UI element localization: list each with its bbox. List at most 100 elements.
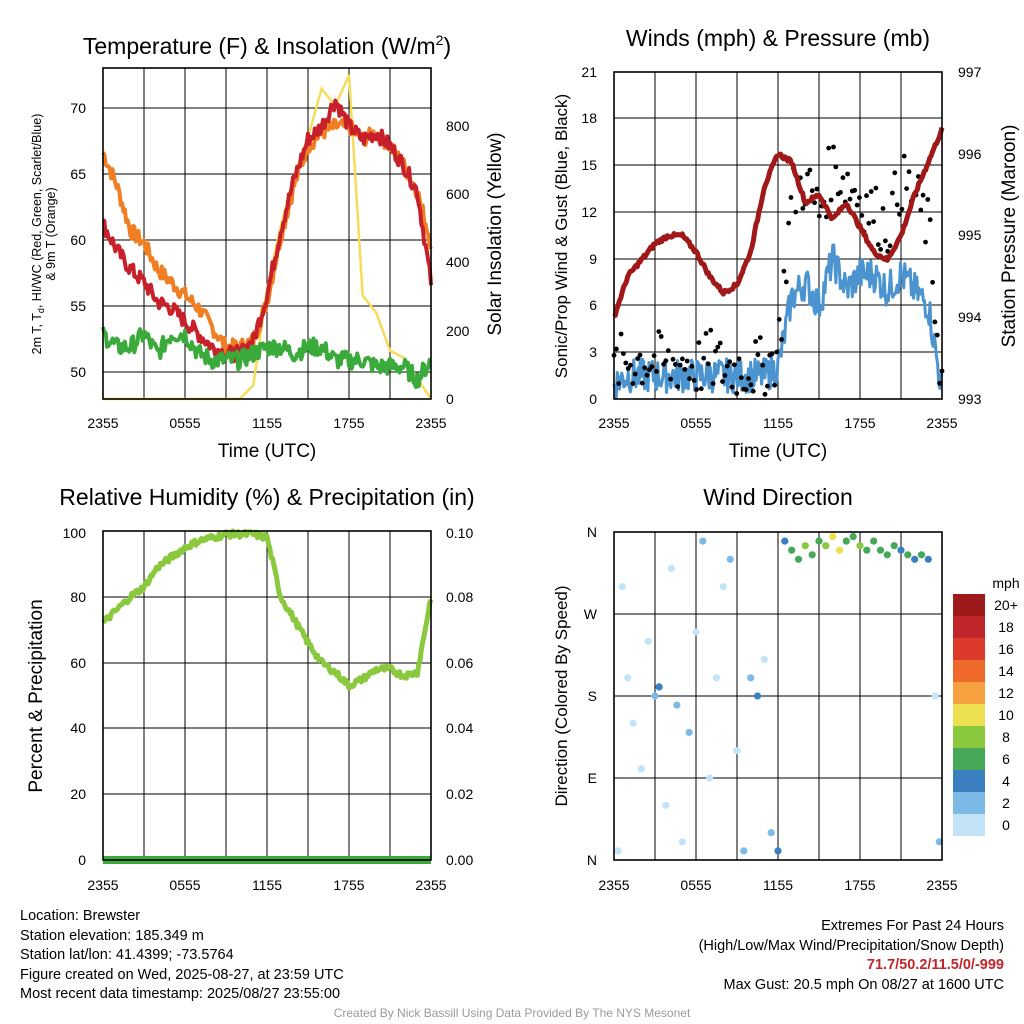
temperature-xlabel: Time (UTC) [218,441,317,462]
direction-point [662,801,670,809]
x-tick: 2355 [415,877,446,893]
direction-point [924,555,932,563]
direction-point [747,674,755,682]
solar-tick: 0 [446,391,454,407]
gust-point [812,200,817,206]
gust-point [828,197,834,203]
gust-point [906,169,912,175]
winds-frame [613,71,943,400]
winds-xlabel: Time (UTC) [729,441,828,462]
dir-tick: E [588,770,597,786]
gust-point [687,376,692,382]
solar-tick: 600 [446,186,470,202]
x-tick: 1755 [844,877,875,893]
legend-title: mph [992,575,1019,591]
x-tick: 0555 [169,415,200,431]
x-tick: 1155 [252,877,282,893]
legend-label: 0 [1002,817,1010,833]
direction-point [788,546,796,554]
gust-point [635,356,640,361]
winds-left-ticks: 0 3 6 9 12 15 18 21 [581,64,597,407]
extremes-values: 71.7/50.2/11.5/0/-999 [866,957,1004,974]
direction-point [904,551,912,559]
x-tick: 1155 [763,877,793,893]
gust-point [923,239,928,245]
direction-point [835,546,844,554]
gust-point [644,372,650,378]
legend-swatch [953,682,985,704]
temp-tick: 60 [70,232,86,248]
gust-point [873,185,879,191]
legend-swatch [953,594,985,616]
humidity-line [101,528,434,691]
direction-point [618,583,626,591]
dewpoint-line [101,326,432,389]
pressure-tick: 993 [958,391,982,407]
x-tick: 2355 [87,415,118,431]
direction-point [801,542,809,550]
gust-point [833,164,839,170]
legend-swatch [953,726,985,748]
x-tick: 2355 [598,415,629,431]
solar-ylabel: Solar Insolation (Yellow) [485,132,506,335]
gust-point [632,371,638,377]
gust-point [680,356,685,362]
gust-point [831,144,836,150]
direction-point [876,546,885,554]
gust-point [755,352,761,358]
gust-point [901,153,907,159]
legend-swatch [953,704,985,726]
pressure-tick: 997 [958,64,982,80]
gust-point [708,327,714,333]
gust-point [651,353,657,359]
direction-point [740,847,748,855]
gust-point [807,167,813,173]
gust-point [663,358,669,364]
gust-point [710,381,716,386]
temp-tick: 70 [70,100,86,116]
gust-point [701,355,707,361]
gust-point [684,358,690,364]
direction-point [624,674,632,682]
direction-point [849,533,857,541]
x-tick: 1755 [333,877,364,893]
direction-points [614,533,943,855]
gust-point [930,279,935,285]
direction-point [719,583,727,591]
latlon-text: Station lat/lon: 41.4399; -73.5764 [20,947,234,964]
humidity-title: Relative Humidity (%) & Precipitation (i… [59,484,474,510]
gust-point [793,209,799,215]
gust-point [661,361,666,367]
direction-point [829,533,837,541]
pressure-ylabel: Station Pressure (Maroon) [999,125,1020,348]
gust-point [927,217,933,223]
humidity-x-ticks: 2355 0555 1155 1755 2355 [87,877,446,893]
gust-point [762,391,768,397]
humidity-frame [102,530,432,861]
gust-point [750,388,756,394]
gust-point [729,384,735,390]
legend-label: 2 [1002,795,1010,811]
precip-tick: 0.04 [446,720,473,736]
gust-point [715,344,721,350]
gust-point [746,376,751,381]
svg-text:2m T, Td, HI/WC (Red, Green, S: 2m T, Td, HI/WC (Red, Green, Scarlet/Blu… [30,114,46,355]
x-tick: 2355 [415,415,446,431]
solar-tick: 800 [446,118,470,134]
winds-ylabel: Sonic/Prop Wind & Gust (Blue, Black) [552,94,571,378]
gust-point [642,365,648,371]
elevation-text: Station elevation: 185.349 m [20,927,204,944]
gust-point [691,378,697,383]
gust-point [883,238,888,244]
x-tick: 0555 [169,877,200,893]
gust-point [628,362,633,368]
gust-point [689,363,695,369]
gust-point [649,364,655,370]
direction-point [917,551,926,559]
x-tick: 0555 [680,415,711,431]
extremes-subtitle: (High/Low/Max Wind/Precipitation/Snow De… [698,937,1004,954]
winds-x-ticks: 2355 0555 1155 1755 2355 [598,415,957,431]
pressure-right-ticks: 993 994 995 996 997 [958,64,982,407]
gust-point [878,247,883,252]
gust-point [753,339,758,344]
